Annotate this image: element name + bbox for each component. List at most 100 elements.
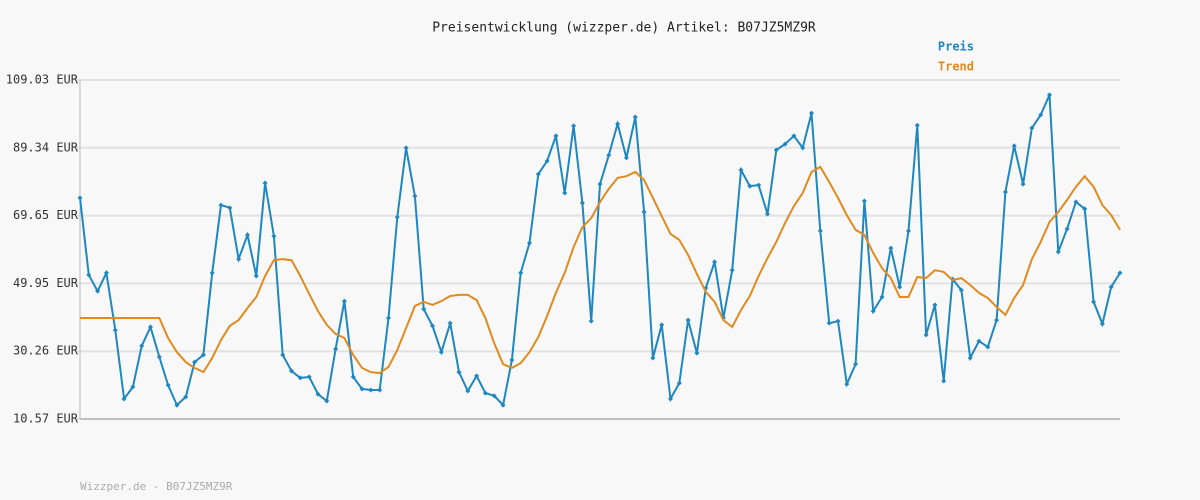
point-marker — [1082, 206, 1088, 212]
point-marker — [844, 381, 850, 387]
point-marker — [544, 158, 550, 164]
point-marker — [121, 396, 127, 402]
point-marker — [1038, 112, 1044, 118]
point-marker — [526, 240, 532, 246]
point-marker — [86, 272, 92, 278]
point-marker — [518, 270, 524, 276]
point-marker — [112, 327, 118, 333]
point-marker — [412, 193, 418, 199]
point-marker — [130, 384, 136, 390]
point-marker — [456, 369, 462, 375]
point-marker — [350, 374, 356, 380]
point-marker — [623, 155, 629, 161]
y-tick-label: 89.34 EUR — [13, 140, 79, 154]
point-marker — [368, 387, 374, 393]
point-marker — [500, 402, 506, 408]
point-marker — [835, 318, 841, 324]
point-marker — [782, 141, 788, 147]
y-tick-label: 109.03 EUR — [6, 73, 79, 87]
point-marker — [1108, 284, 1114, 290]
point-marker — [218, 202, 224, 208]
point-marker — [958, 287, 964, 293]
point-marker — [280, 352, 286, 358]
point-marker — [447, 320, 453, 326]
point-marker — [385, 315, 391, 321]
point-marker — [165, 382, 171, 388]
point-marker — [729, 267, 735, 273]
point-marker — [1020, 181, 1026, 187]
point-marker — [156, 354, 162, 360]
point-marker — [192, 359, 198, 365]
point-marker — [826, 320, 832, 326]
point-marker — [571, 123, 577, 129]
point-marker — [262, 180, 268, 186]
point-marker — [809, 110, 815, 116]
point-marker — [377, 387, 383, 393]
point-marker — [77, 195, 83, 201]
point-marker — [289, 368, 295, 374]
point-marker — [139, 343, 145, 349]
point-marker — [1011, 143, 1017, 149]
point-marker — [738, 167, 744, 173]
point-marker — [641, 209, 647, 215]
point-marker — [764, 211, 770, 217]
point-marker — [879, 294, 885, 300]
legend-entry: Trend — [938, 60, 974, 74]
point-marker — [1002, 189, 1008, 195]
point-marker — [209, 270, 215, 276]
point-marker — [597, 181, 603, 187]
point-marker — [359, 386, 365, 392]
point-marker — [95, 288, 101, 294]
footer: Wizzper.de - B07JZ5MZ9R — [80, 480, 233, 493]
point-marker — [474, 373, 480, 379]
point-marker — [244, 232, 250, 238]
point-marker — [394, 214, 400, 220]
point-marker — [914, 122, 920, 128]
point-marker — [1064, 226, 1070, 232]
point-marker — [985, 344, 991, 350]
point-marker — [253, 273, 259, 279]
point-marker — [905, 228, 911, 234]
point-marker — [932, 302, 938, 308]
point-marker — [482, 390, 488, 396]
point-marker — [615, 121, 621, 127]
y-tick-label: 69.65 EUR — [13, 208, 79, 222]
point-marker — [1073, 199, 1079, 205]
point-marker — [236, 256, 242, 262]
y-tick-label: 30.26 EUR — [13, 344, 79, 358]
point-marker — [509, 357, 515, 363]
point-marker — [870, 308, 876, 314]
point-marker — [994, 317, 1000, 323]
point-marker — [535, 171, 541, 177]
point-marker — [976, 338, 982, 344]
point-marker — [650, 355, 656, 361]
chart-title: Preisentwicklung (wizzper.de) Artikel: B… — [432, 21, 816, 36]
point-marker — [853, 361, 859, 367]
point-marker — [297, 375, 303, 381]
point-marker — [588, 318, 594, 324]
point-marker — [341, 298, 347, 304]
point-marker — [694, 350, 700, 356]
point-marker — [438, 349, 444, 355]
point-marker — [941, 378, 947, 384]
point-marker — [315, 391, 321, 397]
point-marker — [324, 398, 330, 404]
point-marker — [747, 183, 753, 189]
point-marker — [800, 145, 806, 151]
point-marker — [1055, 249, 1061, 255]
point-marker — [1117, 270, 1123, 276]
point-marker — [923, 332, 929, 338]
point-marker — [791, 133, 797, 139]
point-marker — [1029, 125, 1035, 131]
point-marker — [421, 306, 427, 312]
point-marker — [676, 380, 682, 386]
point-marker — [632, 114, 638, 120]
point-marker — [491, 393, 497, 399]
y-tick-label: 49.95 EUR — [13, 276, 79, 290]
point-marker — [967, 355, 973, 361]
point-marker — [1099, 321, 1105, 327]
series-line — [80, 165, 1121, 375]
point-marker — [183, 394, 189, 400]
point-marker — [148, 324, 154, 330]
